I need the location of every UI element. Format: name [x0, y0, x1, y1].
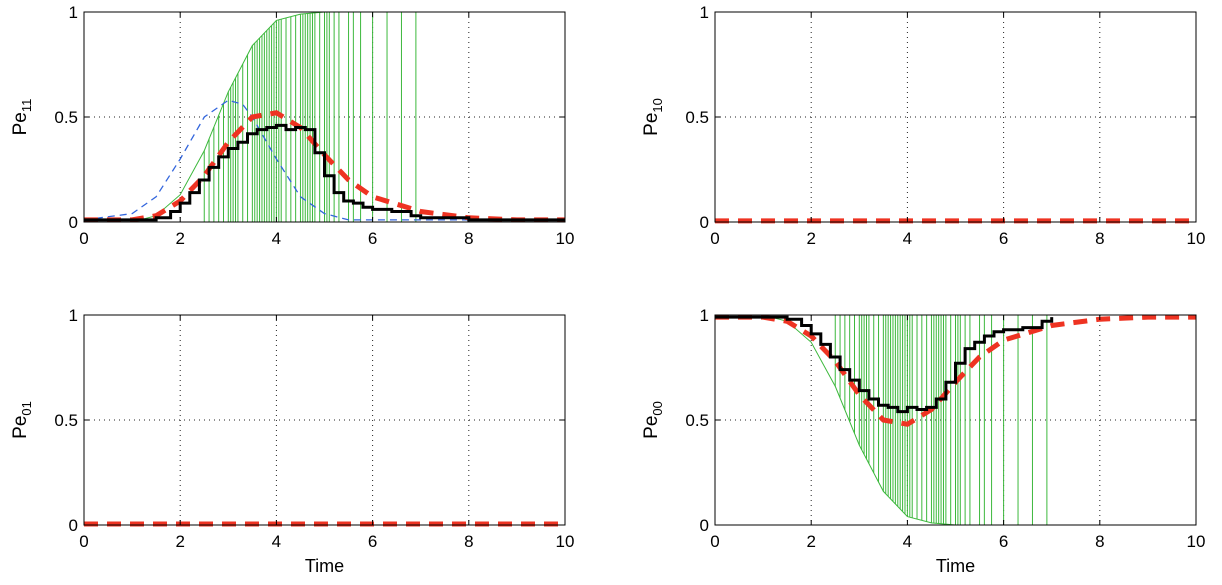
- x-tick-label: 8: [1095, 229, 1104, 248]
- x-tick-label: 8: [1095, 532, 1104, 551]
- x-tick-label: 2: [806, 532, 815, 551]
- x-tick-label: 4: [903, 532, 912, 551]
- x-tick-label: 6: [999, 229, 1008, 248]
- y-tick-label: 0.5: [54, 411, 78, 430]
- x-tick-label: 4: [903, 229, 912, 248]
- y-tick-label: 1: [700, 3, 709, 22]
- x-tick-label: 6: [999, 532, 1008, 551]
- x-tick-label: 10: [1187, 532, 1206, 551]
- panel-3: 0 2 4 6 8 10 0 0.5 1 Pe01 Time: [10, 306, 574, 576]
- panel-1: 0 2 4 6 8 10 0 0.5 1 Pe11: [10, 3, 574, 248]
- series-black-step: [715, 315, 1054, 414]
- y-tick-label: 0: [700, 516, 709, 535]
- y-tick-label: 0: [700, 213, 709, 232]
- x-tick-label: 8: [464, 229, 473, 248]
- series-red-dashed: [84, 110, 565, 223]
- x-tick-label: 10: [556, 229, 575, 248]
- x-tick-label: 4: [272, 532, 281, 551]
- x-tick-label: 10: [556, 532, 575, 551]
- x-tick-label: 8: [464, 532, 473, 551]
- y-axis-label: Pe10: [641, 98, 665, 136]
- y-tick-label: 0.5: [685, 411, 709, 430]
- y-tick-label: 1: [69, 306, 78, 325]
- x-axis-label: Time: [305, 556, 344, 576]
- x-tick-label: 2: [806, 229, 815, 248]
- series-black-step: [84, 123, 565, 222]
- x-tick-label: 6: [368, 229, 377, 248]
- y-axis-label: Pe11: [10, 99, 34, 136]
- y-tick-label: 1: [700, 306, 709, 325]
- y-axis-label: Pe01: [10, 401, 34, 439]
- x-tick-label: 0: [79, 229, 88, 248]
- x-tick-label: 0: [710, 532, 719, 551]
- x-tick-label: 4: [272, 229, 281, 248]
- y-tick-label: 0: [69, 213, 78, 232]
- x-tick-label: 2: [175, 532, 184, 551]
- x-tick-label: 0: [79, 532, 88, 551]
- y-tick-label: 1: [69, 3, 78, 22]
- series-blue-dashed: [83, 99, 565, 221]
- panel-2: 0 2 4 6 8 10 0 0.5 1 Pe10: [641, 3, 1205, 248]
- panel-4: 0 2 4 6 8 10 0 0.5 1 Pe00 Time: [641, 306, 1205, 576]
- x-tick-label: 6: [368, 532, 377, 551]
- y-tick-label: 0: [69, 516, 78, 535]
- y-axis-label: Pe00: [641, 401, 665, 439]
- y-tick-label: 0.5: [685, 108, 709, 127]
- x-tick-label: 0: [710, 229, 719, 248]
- x-tick-label: 10: [1187, 229, 1206, 248]
- series-red-dashed: [715, 314, 1196, 427]
- x-tick-label: 2: [175, 229, 184, 248]
- x-axis-label: Time: [936, 556, 975, 576]
- y-tick-label: 0.5: [54, 108, 78, 127]
